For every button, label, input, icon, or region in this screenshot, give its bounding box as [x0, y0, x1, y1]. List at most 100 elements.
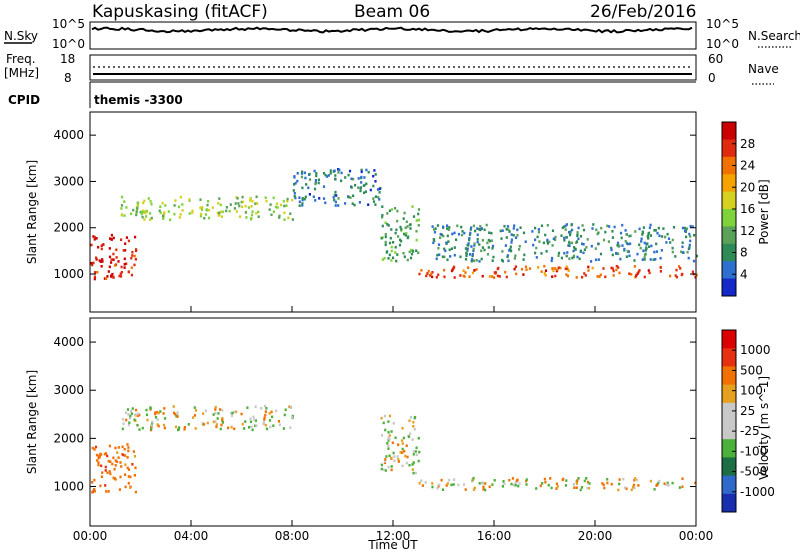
heatmap-cell: [163, 426, 166, 430]
heatmap-cell: [501, 229, 504, 232]
heatmap-cell: [480, 257, 483, 261]
heatmap-cell: [667, 484, 670, 487]
heatmap-cell: [417, 436, 420, 440]
velocity-colorbar-swatch: [722, 421, 736, 440]
heatmap-cell: [678, 265, 681, 268]
heatmap-cell: [409, 416, 413, 419]
heatmap-cell: [359, 189, 362, 193]
heatmap-cell: [460, 225, 463, 229]
heatmap-cell: [471, 252, 474, 256]
velocity-colorbar-tick-label: -500: [740, 465, 767, 479]
heatmap-cell: [583, 248, 586, 251]
heatmap-cell: [656, 231, 659, 235]
heatmap-cell: [268, 412, 271, 415]
heatmap-cell: [288, 405, 291, 409]
sky-left-tick-bottom: 10^0: [52, 37, 85, 51]
velocity-colorbar-tick-label: 100: [740, 384, 763, 398]
heatmap-cell: [382, 421, 385, 425]
heatmap-cell: [374, 180, 377, 183]
heatmap-cell: [217, 202, 220, 205]
heatmap-cell: [270, 410, 273, 414]
heatmap-cell: [254, 202, 257, 205]
heatmap-cell: [394, 436, 397, 440]
heatmap-cell: [138, 428, 141, 431]
heatmap-cell: [645, 246, 648, 249]
heatmap-cell: [465, 254, 468, 258]
heatmap-cell: [401, 447, 404, 451]
heatmap-cell: [481, 246, 484, 249]
heatmap-cell: [303, 197, 306, 201]
heatmap-cell: [624, 239, 627, 243]
heatmap-cell: [268, 419, 272, 422]
heatmap-cell: [181, 209, 184, 212]
heatmap-cell: [504, 270, 507, 274]
heatmap-cell: [253, 418, 256, 421]
heatmap-cell: [512, 234, 515, 237]
heatmap-cell: [642, 249, 645, 253]
heatmap-cell: [120, 204, 124, 207]
heatmap-cell: [125, 418, 128, 422]
heatmap-cell: [622, 477, 625, 481]
heatmap-cell: [143, 218, 146, 221]
velocity-colorbar-swatch: [722, 348, 736, 367]
date-title: 26/Feb/2016: [590, 2, 696, 22]
heatmap-cell: [183, 428, 186, 431]
velocity-heatmap: [91, 404, 697, 494]
heatmap-cell: [602, 238, 606, 242]
heatmap-cell: [255, 202, 258, 205]
heatmap-cell: [579, 249, 582, 253]
heatmap-cell: [249, 417, 252, 420]
heatmap-cell: [390, 228, 393, 231]
heatmap-cell: [98, 455, 101, 459]
heatmap-cell: [399, 238, 402, 242]
heatmap-cell: [516, 478, 519, 482]
heatmap-cell: [308, 178, 312, 181]
heatmap-cell: [400, 227, 403, 231]
heatmap-cell: [121, 418, 125, 421]
heatmap-cell: [133, 418, 136, 422]
heatmap-cell: [130, 273, 134, 277]
heatmap-cell: [500, 258, 504, 262]
heatmap-cell: [616, 241, 620, 245]
heatmap-cell: [453, 231, 456, 235]
heatmap-cell: [468, 233, 472, 236]
heatmap-cell: [408, 463, 411, 467]
heatmap-cell: [486, 241, 489, 245]
heatmap-cell: [498, 275, 501, 278]
heatmap-cell: [611, 267, 614, 270]
heatmap-cell: [637, 484, 640, 487]
heatmap-cell: [200, 212, 203, 216]
heatmap-cell: [119, 461, 122, 464]
heatmap-cell: [517, 484, 520, 488]
heatmap-cell: [217, 412, 220, 415]
heatmap-cell: [446, 234, 449, 238]
heatmap-cell: [447, 228, 450, 231]
heatmap-cell: [93, 488, 96, 491]
heatmap-cell: [524, 265, 528, 269]
heatmap-cell: [334, 174, 337, 177]
heatmap-cell: [337, 168, 340, 171]
heatmap-cell: [415, 238, 418, 242]
heatmap-cell: [473, 242, 476, 245]
heatmap-cell: [114, 464, 117, 467]
heatmap-cell: [200, 208, 204, 211]
time-axis: 00:00 04:00 08:00 12:00 16:00 20:00 00:00: [73, 306, 713, 543]
heatmap-cell: [141, 215, 144, 219]
heatmap-cell: [448, 226, 451, 229]
heatmap-cell: [653, 488, 656, 491]
heatmap-cell: [689, 239, 692, 243]
heatmap-cell: [650, 244, 653, 248]
heatmap-cell: [145, 215, 148, 218]
heatmap-cell: [296, 179, 299, 183]
heatmap-cell: [488, 231, 491, 234]
heatmap-cell: [329, 172, 332, 175]
heatmap-cell: [138, 413, 141, 417]
heatmap-cell: [220, 423, 223, 427]
heatmap-cell: [212, 420, 215, 424]
heatmap-cell: [446, 258, 449, 262]
heatmap-cell: [340, 171, 343, 175]
heatmap-cell: [121, 427, 124, 431]
xtick-label: 12:00: [376, 529, 411, 543]
velocity-colorbar-swatch: [722, 330, 736, 349]
heatmap-cell: [145, 413, 149, 417]
